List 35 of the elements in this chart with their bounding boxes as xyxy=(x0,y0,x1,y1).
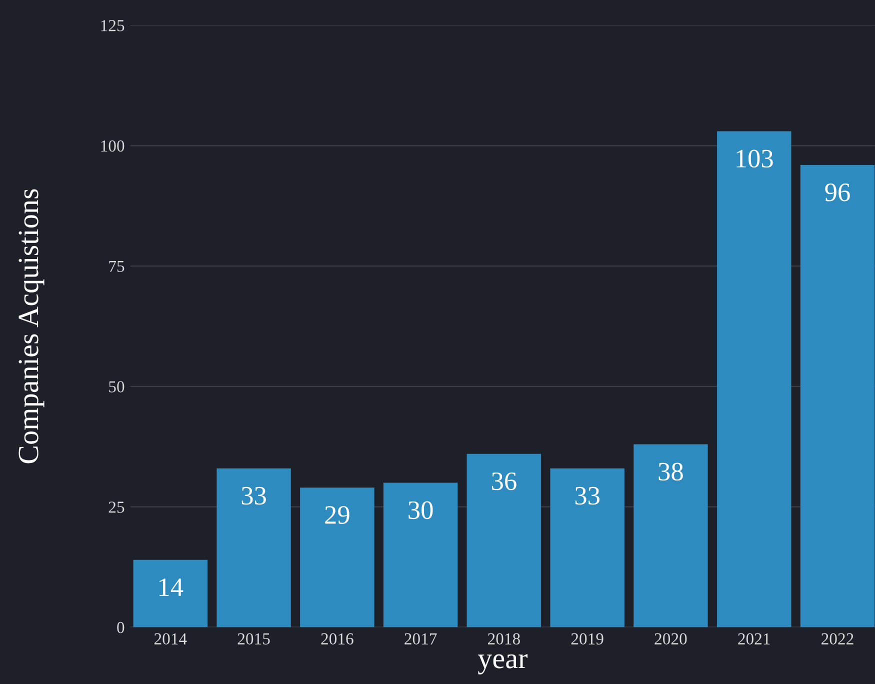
y-tick-label: 100 xyxy=(101,140,124,152)
bar xyxy=(300,488,374,628)
data-label: 29 xyxy=(325,506,350,524)
bar xyxy=(634,444,708,628)
data-label: 96 xyxy=(825,184,850,202)
y-tick-label: 50 xyxy=(109,381,124,392)
data-label: 14 xyxy=(160,578,184,596)
data-label: 38 xyxy=(658,462,683,481)
bar xyxy=(800,164,875,628)
bar xyxy=(383,482,458,628)
x-tick-label: 2017 xyxy=(404,633,437,645)
x-tick-label: 2015 xyxy=(238,633,270,645)
x-tick-label: 2022 xyxy=(822,633,854,645)
x-tick-label: 2014 xyxy=(154,633,187,645)
bar xyxy=(550,468,624,628)
x-tick-label: 2018 xyxy=(488,633,520,645)
x-tick-label: 2019 xyxy=(571,633,604,645)
x-axis-title: year xyxy=(478,654,528,674)
bar xyxy=(216,468,291,628)
x-tick-label: 2021 xyxy=(738,633,770,645)
y-tick-label: 125 xyxy=(101,20,124,32)
data-label: 103 xyxy=(736,150,773,168)
data-label: 30 xyxy=(408,501,433,520)
bar xyxy=(466,454,542,628)
data-label: 33 xyxy=(575,486,600,505)
x-tick-label: 2016 xyxy=(321,633,354,645)
bar xyxy=(716,131,792,628)
bar xyxy=(133,560,208,628)
y-tick-label: 0 xyxy=(117,622,124,634)
x-tick-label: 2020 xyxy=(654,633,687,645)
data-label: 36 xyxy=(492,472,516,490)
y-axis-title: Companies Acquistions xyxy=(18,189,44,464)
y-tick-label: 75 xyxy=(109,260,124,272)
data-label: 33 xyxy=(242,486,266,505)
y-tick-label: 25 xyxy=(108,502,124,513)
